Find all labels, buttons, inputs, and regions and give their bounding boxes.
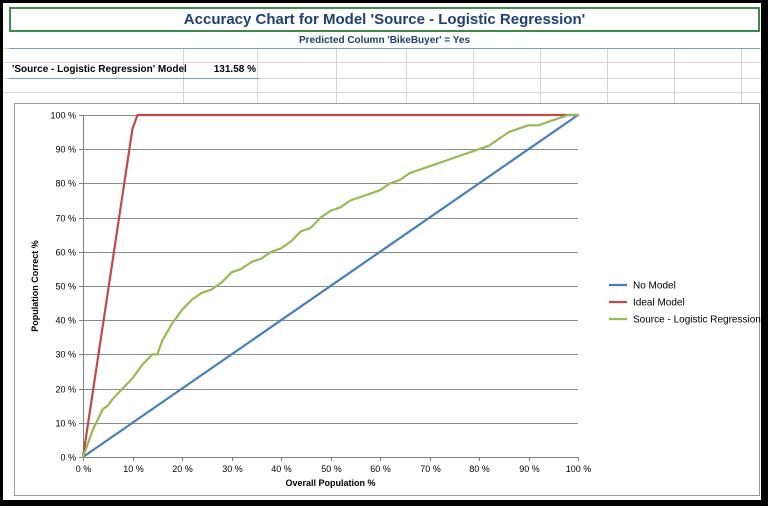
y-tick-label: 40 % xyxy=(55,316,76,326)
chart-title-box: Accuracy Chart for Model 'Source - Logis… xyxy=(9,7,760,32)
ideal-model-line xyxy=(81,113,580,459)
predicted-column-subtitle: Predicted Column 'BikeBuyer' = Yes xyxy=(298,35,471,46)
model-score-value: 131.58 % xyxy=(213,64,256,75)
no-model-line xyxy=(81,113,580,459)
accuracy-chart[interactable]: 0 % 10 % 20 % 30 % 40 % 50 % 60 % 70 % 80 % 90 % 1… xyxy=(14,103,761,496)
x-tick-label: 0 % xyxy=(76,464,92,474)
y-tick-label: 50 % xyxy=(55,282,76,292)
y-tick-label: 100 % xyxy=(50,111,76,121)
y-tick-label: 20 % xyxy=(55,385,76,395)
model-score-label: 'Source - Logistic Regression' Model xyxy=(12,64,187,75)
y-tick-label: 10 % xyxy=(55,419,76,429)
legend-logistic-regression-label: Source - Logistic Regression xyxy=(633,315,761,326)
chart-title: Accuracy Chart for Model 'Source - Logis… xyxy=(183,11,586,28)
x-tick-label: 30 % xyxy=(222,464,243,474)
x-tick-label: 80 % xyxy=(469,464,490,474)
x-tick-label: 100 % xyxy=(566,464,592,474)
x-tick-label: 60 % xyxy=(370,464,391,474)
x-tick-label: 90 % xyxy=(519,464,540,474)
x-tick-label: 20 % xyxy=(172,464,193,474)
model-score-underline xyxy=(9,78,259,79)
y-tick-label: 90 % xyxy=(55,145,76,155)
y-tick-label: 0 % xyxy=(60,453,76,463)
y-tick-label: 30 % xyxy=(55,350,76,360)
logistic-regression-line xyxy=(81,113,580,459)
x-tick-label: 40 % xyxy=(271,464,292,474)
x-tick-label: 50 % xyxy=(321,464,342,474)
accuracy-chart-svg: 0 % 10 % 20 % 30 % 40 % 50 % 60 % 70 % 80 % 90 % 1… xyxy=(30,111,761,489)
x-tick-label: 70 % xyxy=(420,464,441,474)
y-tick-label: 70 % xyxy=(55,214,76,224)
x-tick-label: 10 % xyxy=(123,464,144,474)
legend-ideal-model-label: Ideal Model xyxy=(633,298,685,309)
y-tick-label: 80 % xyxy=(55,179,76,189)
x-axis-title: Overall Population % xyxy=(285,478,375,488)
legend-no-model-label: No Model xyxy=(633,281,676,292)
subtitle-underline xyxy=(9,48,760,49)
y-axis-title: Population Correct % xyxy=(30,240,40,332)
y-tick-label: 60 % xyxy=(55,248,76,258)
